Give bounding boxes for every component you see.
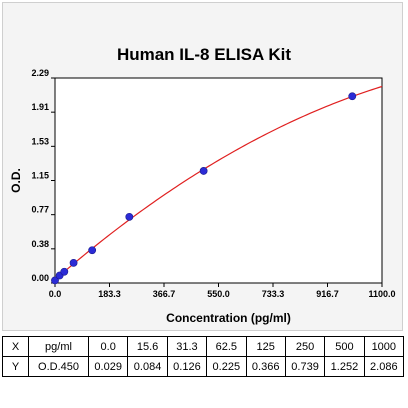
table-cell: 0.084 xyxy=(127,356,168,377)
x-tick-label: 550.0 xyxy=(207,289,230,299)
table-cell: 0.366 xyxy=(245,356,286,377)
x-axis-label: Concentration (pg/ml) xyxy=(166,311,291,325)
y-tick-label: 1.15 xyxy=(31,171,49,181)
table-cell: 0.126 xyxy=(166,356,208,377)
y-tick-label: 0.00 xyxy=(31,273,49,283)
y-axis-label: O.D. xyxy=(9,168,23,193)
table-cell: 15.6 xyxy=(127,336,168,357)
table-cell: 2.086 xyxy=(363,356,405,377)
table-cell: O.D.450 xyxy=(28,356,89,377)
data-point xyxy=(51,276,59,285)
standard-curve-chart: Human IL-8 ELISA Kit 0.0 183.3 366.7 550.0 73… xyxy=(9,45,396,325)
x-tick-label: 916.7 xyxy=(316,289,339,299)
data-point xyxy=(60,267,69,276)
table-cell: pg/ml xyxy=(28,336,89,357)
x-tick-label: 733.3 xyxy=(262,289,285,299)
table-cell: 0.0 xyxy=(87,336,129,357)
data-point xyxy=(348,92,357,101)
table-cell: 0.739 xyxy=(284,356,326,377)
table-cell: 250 xyxy=(284,336,326,357)
data-point xyxy=(88,246,97,255)
fit-curve xyxy=(54,85,383,281)
table-row-header: X xyxy=(2,336,29,357)
x-tick-label: 0.0 xyxy=(49,289,62,299)
table-cell: 125 xyxy=(245,336,286,357)
plot-area xyxy=(54,77,383,284)
x-tick-label: 366.7 xyxy=(153,289,176,299)
chart-title: Human IL-8 ELISA Kit xyxy=(117,45,291,64)
data-point xyxy=(69,258,78,267)
table-row: Y O.D.450 0.029 0.084 0.126 0.225 0.366 0.739 1.… xyxy=(2,356,405,377)
y-tick-label: 1.91 xyxy=(31,102,49,112)
y-tick-label: 0.38 xyxy=(31,239,49,249)
table-cell: 31.3 xyxy=(166,336,208,357)
table-cell: 0.225 xyxy=(206,356,247,377)
table-cell: 500 xyxy=(324,336,365,357)
x-tick-label: 1100.0 xyxy=(368,289,395,299)
table-cell: 1.252 xyxy=(324,356,365,377)
table-row-header: Y xyxy=(2,356,29,377)
y-tick-label: 0.77 xyxy=(31,205,49,215)
table-cell: 0.029 xyxy=(87,356,129,377)
table-cell: 62.5 xyxy=(206,336,247,357)
y-tick-label: 1.53 xyxy=(31,136,49,146)
y-tick-label: 2.29 xyxy=(31,68,49,78)
table-cell: 1000 xyxy=(363,336,405,357)
x-tick-label: 183.3 xyxy=(98,289,121,299)
data-point xyxy=(199,167,208,175)
data-point xyxy=(125,212,134,221)
